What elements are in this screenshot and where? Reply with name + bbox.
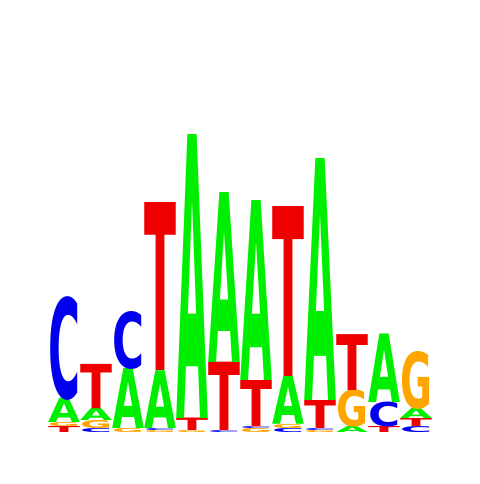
logo-letter-A: A — [368, 317, 400, 426]
logo-letter-A: A — [304, 91, 336, 478]
logo-letter-A: A — [208, 148, 240, 418]
logo-letter-A: A — [336, 425, 368, 435]
logo-letter-T: T — [272, 160, 304, 432]
logo-letter-G: G — [176, 429, 208, 432]
logo-letter-A: A — [112, 353, 144, 448]
logo-letter-G: G — [80, 418, 112, 431]
logo-letter-A: A — [400, 406, 432, 422]
logo-letter-A: A — [80, 405, 113, 424]
logo-column-11: TCA — [368, 317, 400, 435]
logo-letter-C: C — [368, 396, 400, 434]
logo-letter-C: C — [48, 273, 80, 432]
logo-letter-T: T — [368, 424, 400, 434]
logo-letter-C: C — [112, 297, 144, 387]
logo-letter-T: T — [80, 352, 112, 422]
logo-letter-A: A — [240, 151, 272, 438]
logo-letter-G: G — [112, 427, 144, 434]
logo-letter-T: T — [240, 368, 272, 442]
logo-letter-G: G — [48, 421, 80, 428]
logo-letter-C: C — [240, 426, 272, 429]
logo-column-5: GTA — [176, 58, 208, 484]
logo-letter-C: C — [304, 428, 336, 431]
logo-letter-G: G — [240, 427, 272, 434]
logo-letter-G: G — [144, 429, 176, 432]
logo-letter-C: C — [80, 427, 112, 433]
logo-letter-C: C — [272, 427, 304, 433]
logo-letter-T: T — [400, 416, 433, 429]
logo-letter-T: T — [48, 424, 80, 434]
logo-column-6: CTA — [208, 148, 240, 453]
logo-letter-A: A — [176, 58, 208, 480]
logo-letter-G: G — [272, 423, 304, 430]
logo-letter-A: A — [144, 354, 176, 447]
logo-letter-A: A — [272, 363, 304, 440]
logo-letter-G: G — [400, 337, 432, 427]
logo-letter-C: C — [400, 425, 432, 434]
logo-letter-T: T — [144, 158, 176, 425]
logo-letter-T: T — [304, 393, 336, 438]
logo-column-3: GAC — [112, 297, 144, 449]
logo-letter-C: C — [208, 430, 240, 433]
logo-letter-C: C — [144, 428, 176, 431]
logo-letter-T: T — [208, 344, 240, 453]
logo-letter-T: T — [336, 320, 368, 409]
logo-letter-T: T — [176, 415, 208, 434]
logo-column-10: AGT — [336, 320, 368, 438]
logo-letter-G: G — [304, 429, 336, 432]
logo-letter-G: G — [336, 382, 368, 439]
logo-letter-A: A — [48, 391, 80, 430]
